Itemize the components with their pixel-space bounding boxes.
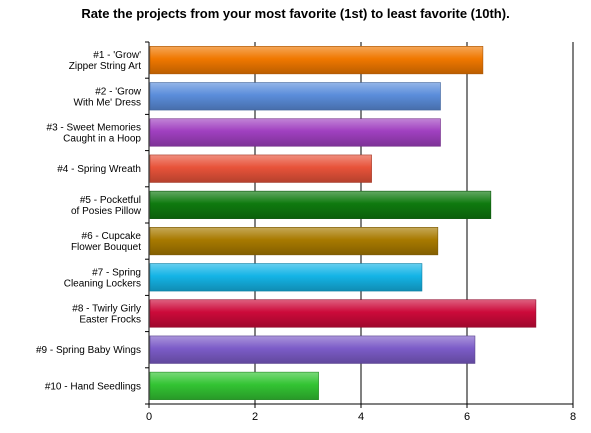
bar: [149, 371, 319, 400]
category-label: #10 - Hand Seedlings: [45, 381, 141, 392]
category-label: #9 - Spring Baby Wings: [36, 345, 141, 356]
category-label: #3 - Sweet Memories Caught in a Hoop: [47, 123, 142, 145]
bar: [149, 335, 476, 364]
x-tick-label: 6: [464, 411, 470, 423]
category-label: #8 - Twirly Girly Easter Frocks: [72, 304, 141, 326]
x-tick-label: 8: [570, 411, 576, 423]
chart-title: Rate the projects from your most favorit…: [81, 6, 510, 21]
x-tick-label: 4: [358, 411, 364, 423]
category-label: #4 - Spring Wreath: [57, 164, 141, 175]
category-labels: #1 - 'Grow' Zipper String Art #2 - 'Grow Wi…: [36, 50, 142, 392]
axes: [145, 41, 574, 408]
bar: [149, 227, 439, 256]
category-label: #1 - 'Grow' Zipper String Art: [69, 50, 141, 72]
bar: [149, 154, 372, 183]
bar: [149, 299, 537, 328]
bar: [149, 82, 441, 111]
bars: [149, 46, 537, 400]
x-tick-label: 0: [146, 411, 152, 423]
bar: [149, 46, 484, 75]
bar: [149, 118, 441, 147]
category-label: #2 - 'Grow With Me' Dress: [74, 86, 142, 108]
bar: [149, 190, 492, 219]
x-tick-label: 2: [252, 411, 258, 423]
category-label: #5 - Pocketful of Posies Pillow: [71, 195, 142, 217]
category-label: #7 - Spring Cleaning Lockers: [64, 267, 141, 289]
bar: [149, 263, 423, 292]
category-label: #6 - Cupcake Flower Bouquet: [71, 231, 141, 253]
x-tick-labels: 0 2 4 6 8: [146, 411, 576, 423]
